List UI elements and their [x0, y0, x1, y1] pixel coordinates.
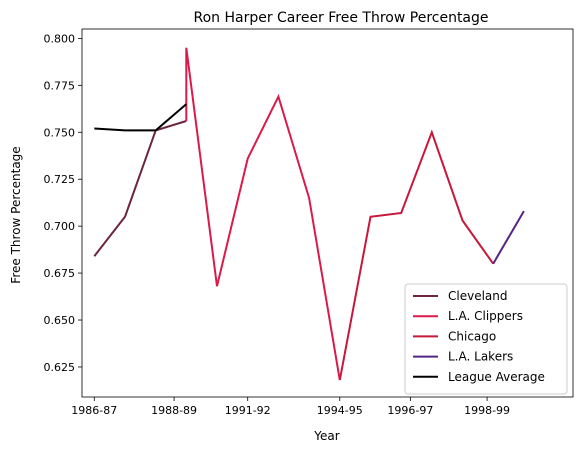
chart-title: Ron Harper Career Free Throw Percentage: [193, 10, 488, 26]
x-axis-label: Year: [313, 429, 339, 443]
y-tick-label: 0.700: [44, 220, 76, 233]
x-tick-label: 1988-89: [151, 404, 197, 417]
y-tick-label: 0.650: [44, 314, 76, 327]
x-tick-label: 1994-95: [317, 404, 363, 417]
y-tick-label: 0.675: [44, 267, 76, 280]
series-line-2: [338, 129, 495, 381]
legend-label: Chicago: [448, 329, 496, 343]
plot-area: 1986-87 1988-89 1991-92 1994-95 1996-97 1998-…: [44, 28, 574, 417]
y-tick-label: 0.775: [44, 79, 76, 92]
series-line-0: [93, 120, 187, 257]
series-line-4: [94, 103, 187, 132]
y-tick-label: 0.800: [44, 32, 76, 45]
x-tick-label: 1996-97: [387, 404, 433, 417]
legend-label: L.A. Lakers: [448, 350, 513, 364]
x-tick-label: 1986-87: [71, 404, 117, 417]
legend-label: Cleveland: [448, 289, 508, 303]
series-line-3: [492, 210, 525, 265]
legend: Cleveland L.A. Clippers Chicago L.A. Lakers…: [404, 283, 568, 395]
x-tick-label: 1998-99: [464, 404, 510, 417]
x-tick-label: 1991-92: [225, 404, 271, 417]
series-line-1: [185, 47, 341, 381]
y-tick-label: 0.625: [44, 361, 76, 374]
y-tick-label: 0.725: [44, 173, 76, 186]
legend-label: League Average: [448, 370, 545, 384]
plot-frame: [81, 28, 574, 398]
legend-label: L.A. Clippers: [448, 309, 523, 323]
legend-box: [404, 283, 568, 395]
y-tick-label: 0.750: [44, 126, 76, 139]
y-axis-label: Free Throw Percentage: [9, 146, 23, 283]
